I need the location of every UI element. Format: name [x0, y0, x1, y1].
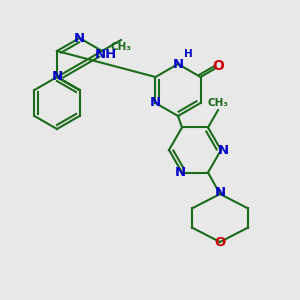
Text: N: N — [174, 166, 186, 179]
Text: N: N — [218, 143, 229, 157]
Text: N: N — [214, 187, 226, 200]
Text: N: N — [172, 58, 184, 70]
Text: NH: NH — [95, 48, 117, 61]
Text: H: H — [184, 49, 193, 59]
Text: N: N — [150, 97, 161, 110]
Text: N: N — [51, 70, 63, 83]
Text: O: O — [214, 236, 226, 248]
Text: O: O — [212, 59, 224, 73]
Text: CH₃: CH₃ — [208, 98, 229, 108]
Text: CH₃: CH₃ — [111, 42, 132, 52]
Text: N: N — [74, 32, 85, 44]
